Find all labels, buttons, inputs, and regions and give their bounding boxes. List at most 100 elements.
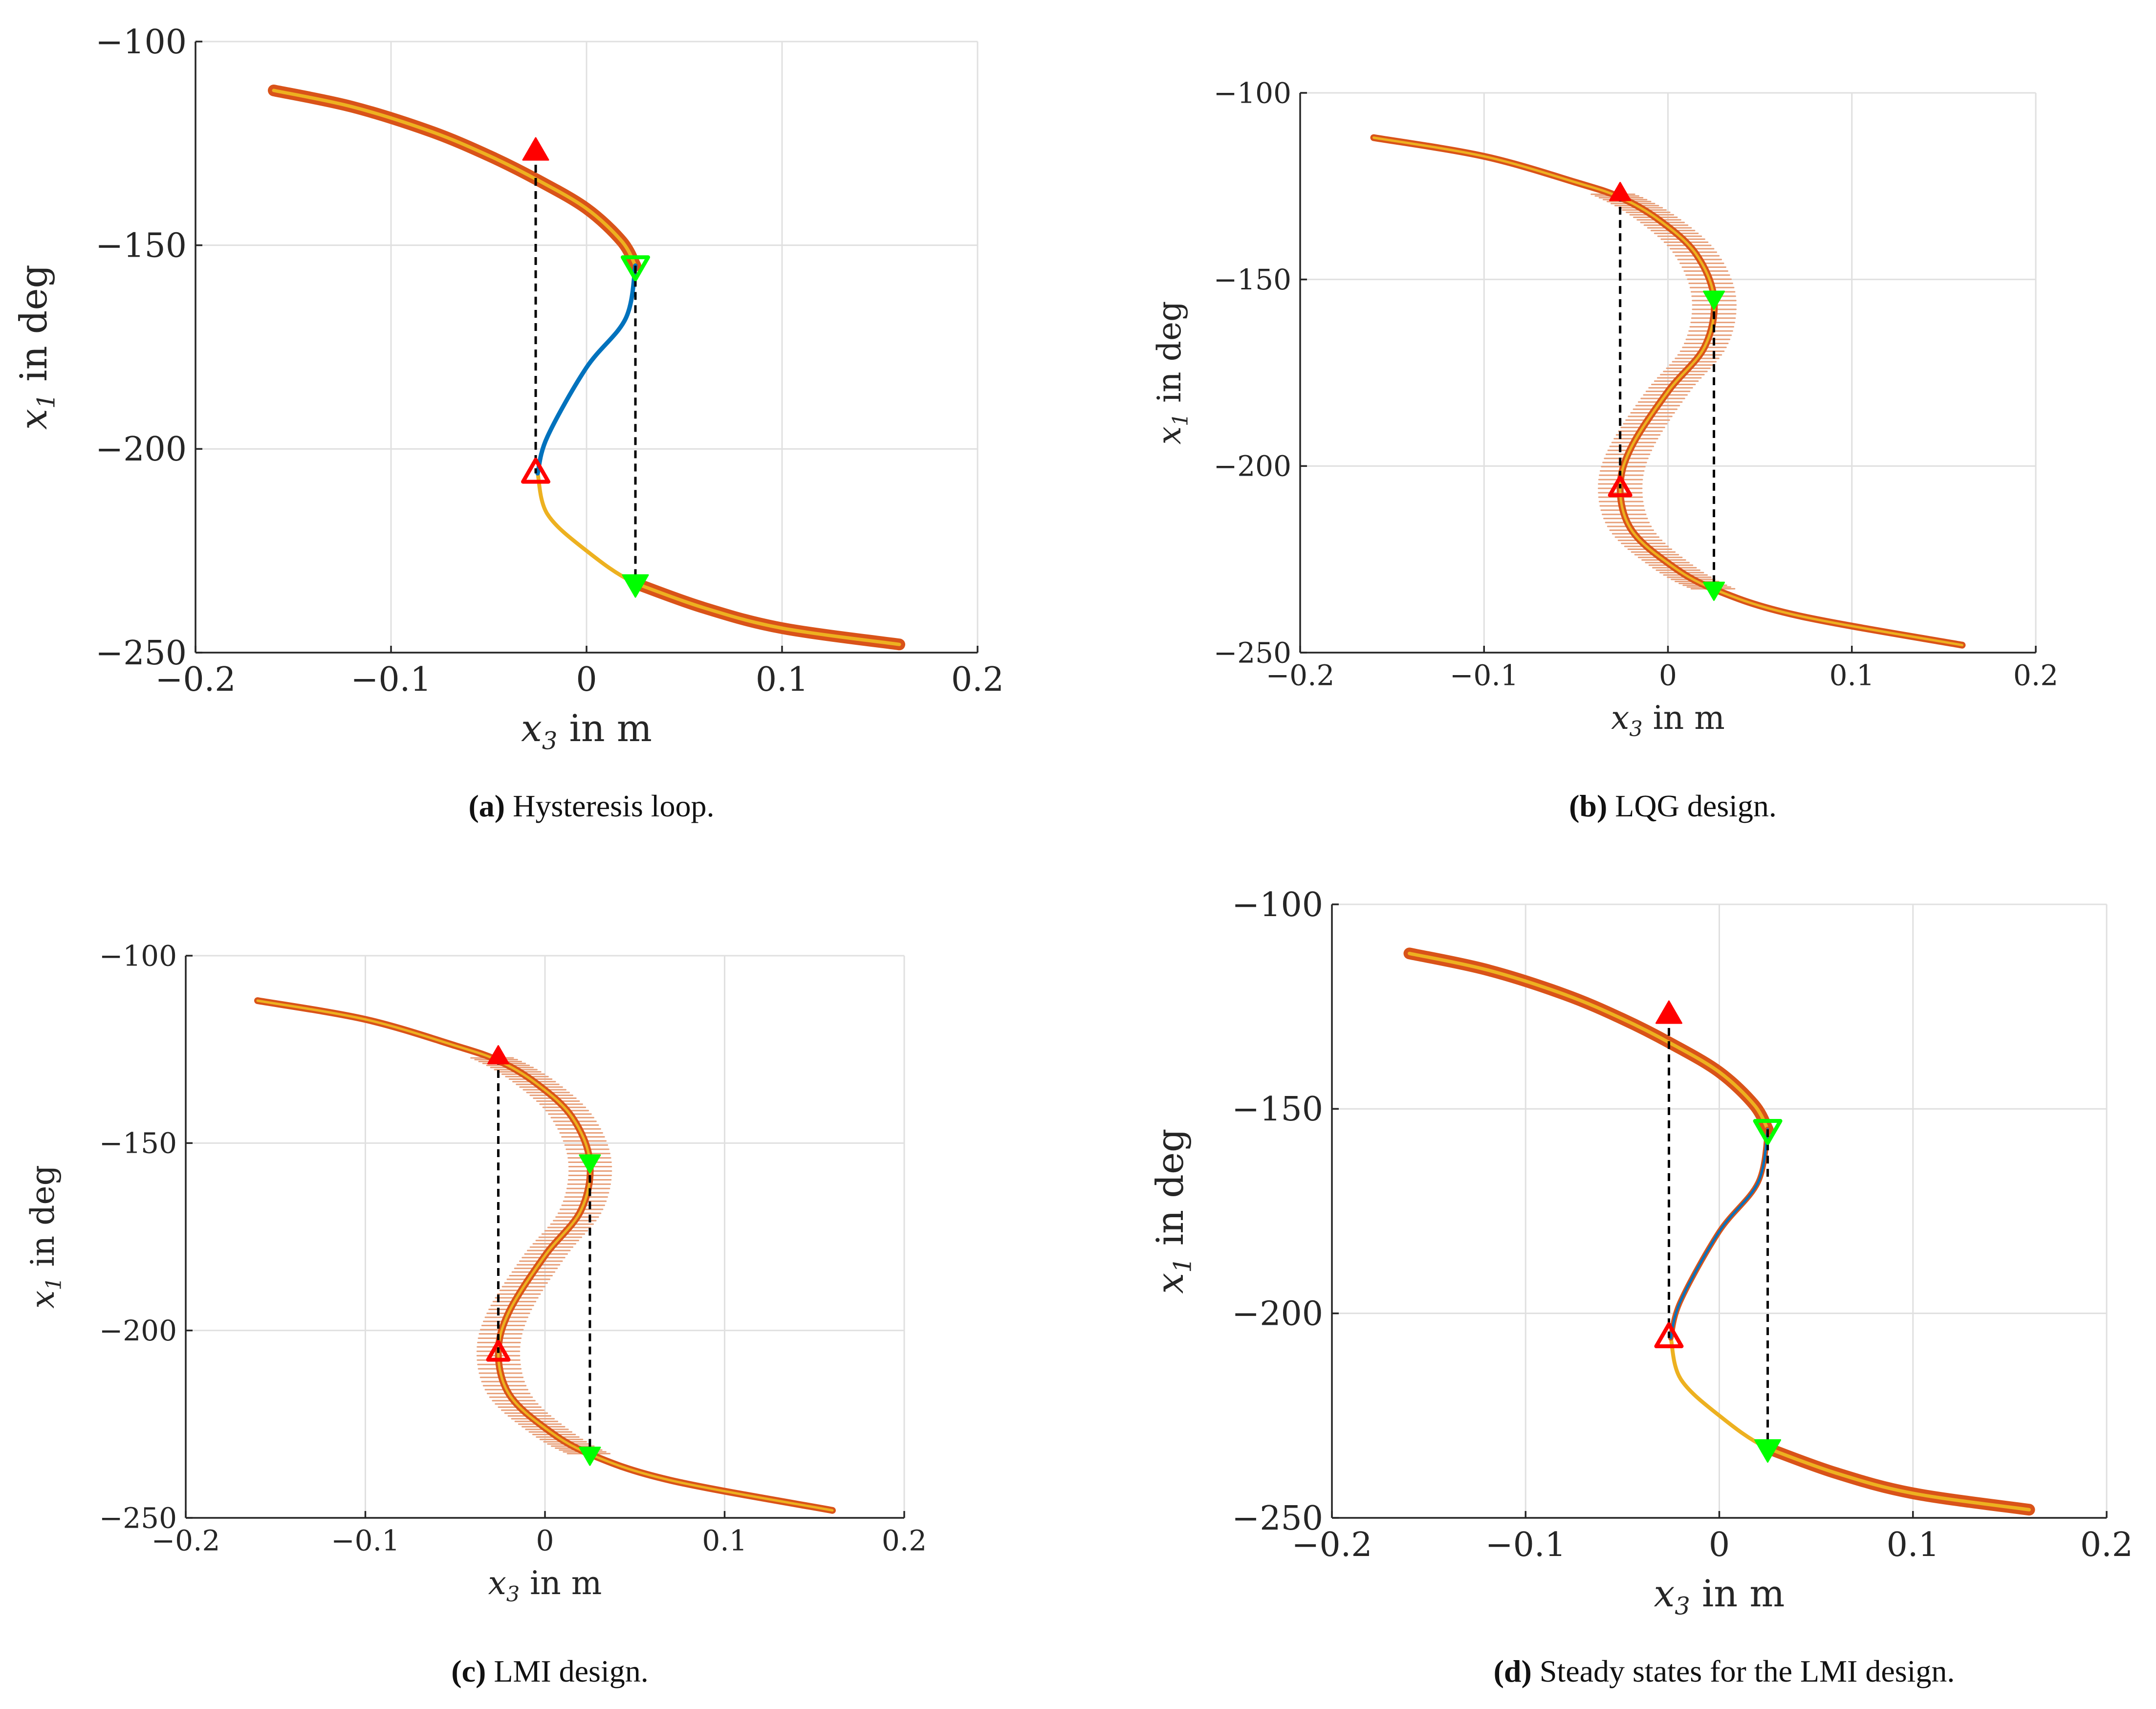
marker-green-down (579, 1154, 601, 1174)
x-axis-label: x3 in m (488, 1564, 602, 1607)
caption-label: (b) (1569, 789, 1607, 823)
x-tick-label: −0.2 (152, 1524, 220, 1557)
x-tick-label: −0.2 (1266, 659, 1335, 692)
y-axis-label-var: x (1148, 1273, 1192, 1294)
y-axis-label-sub: 1 (32, 394, 61, 409)
x-tick-label: 0.1 (756, 660, 808, 699)
x-axis-label-unit: in m (1690, 1572, 1785, 1615)
x-tick-label: 0 (536, 1524, 554, 1557)
y-tick-label: −200 (99, 1314, 177, 1347)
caption-text: Steady states for the LMI design. (1532, 1654, 1955, 1688)
caption-text: Hysteresis loop. (505, 789, 714, 823)
grid-lines (195, 41, 979, 654)
x-tick-label: −0.1 (1450, 659, 1519, 692)
y-axis-label: x1 in deg (24, 1165, 66, 1309)
y-tick-label: −100 (99, 939, 177, 972)
y-axis-label-unit: in deg (12, 264, 55, 394)
x-axis-label-sub: 3 (542, 727, 557, 755)
y-axis-label-sub: 1 (1169, 413, 1193, 426)
marker-green-down (622, 574, 649, 598)
series-group (254, 997, 836, 1514)
x-tick-label: −0.1 (331, 1524, 400, 1557)
y-tick-label: −150 (1214, 263, 1291, 296)
y-axis-label-unit: in deg (24, 1165, 62, 1277)
y-axis-label-unit: in deg (1148, 1128, 1192, 1257)
marker-red-up (1608, 475, 1633, 497)
y-axis-label-var: x (24, 1291, 62, 1309)
marker-green-down (1703, 581, 1725, 601)
x-tick-label: 0.1 (1887, 1526, 1939, 1564)
marker-green-down (1754, 1439, 1782, 1463)
y-tick-label: −250 (95, 634, 187, 673)
y-tick-label: −100 (1232, 886, 1323, 924)
y-tick-label: −150 (95, 226, 187, 265)
lower-branch-center (1766, 1446, 2031, 1512)
grid-lines (1299, 92, 2037, 654)
upper-branch-center (272, 88, 637, 267)
upper-branch-center (1408, 951, 1770, 1131)
x-axis-label-sub: 3 (1629, 717, 1642, 741)
x-tick-label: 0.1 (1829, 659, 1874, 692)
marker-green-down (1703, 290, 1725, 310)
y-tick-label: −250 (1214, 636, 1291, 669)
x-axis-label: x3 in m (1611, 699, 1725, 742)
caption: (d) Steady states for the LMI design. (1494, 1654, 1955, 1688)
y-tick-label: −250 (99, 1501, 177, 1534)
unstable-branch-line (1669, 1128, 1769, 1339)
unstable-branch-line (535, 263, 638, 476)
upper-branch-line (268, 85, 641, 272)
x-axis-label-var: x (521, 706, 542, 750)
y-axis-label-sub: 1 (1169, 1257, 1197, 1272)
x-axis-label-var: x (488, 1564, 506, 1602)
x-axis-label-var: x (1654, 1572, 1675, 1615)
y-tick-label: −200 (1214, 450, 1291, 483)
x-axis-label: x3 in m (521, 706, 652, 755)
lower-branch-line (1762, 1442, 2035, 1516)
caption-label: (c) (451, 1654, 486, 1688)
upper-branch-line (1403, 947, 1774, 1136)
x-tick-label: 0.2 (882, 1524, 927, 1557)
y-tick-label: −150 (1232, 1090, 1323, 1129)
x-tick-label: 0 (1709, 1526, 1730, 1564)
x-tick-label: −0.1 (350, 660, 431, 699)
caption: (b) LQG design. (1569, 789, 1777, 823)
x-axis-label-unit: in m (520, 1564, 602, 1602)
y-axis-label: x1 in deg (1151, 301, 1193, 445)
y-axis-label: x1 in deg (12, 264, 61, 430)
x-tick-label: 0.2 (951, 660, 1004, 699)
x-tick-label: 0.2 (2013, 659, 2058, 692)
caption: (c) LMI design. (451, 1654, 648, 1688)
x-axis-label-unit: in m (557, 706, 652, 750)
y-axis-label-sub: 1 (42, 1277, 66, 1290)
x-tick-label: −0.1 (1485, 1526, 1566, 1564)
marker-red-up (1654, 1322, 1684, 1348)
marker-green-down (579, 1446, 601, 1466)
y-axis-label-unit: in deg (1151, 301, 1188, 413)
marker-red-up (521, 458, 550, 484)
y-tick-label: −200 (95, 430, 187, 469)
lower-branch-thin (536, 471, 901, 647)
marker-red-up (487, 1045, 509, 1065)
marker-red-up (486, 1340, 511, 1362)
caption-label: (a) (468, 789, 505, 823)
series-group (1403, 947, 2035, 1516)
marker-red-up (522, 137, 549, 161)
x-axis-label-sub: 3 (1675, 1592, 1690, 1621)
x-tick-label: 0 (1659, 659, 1677, 692)
lower-branch-center (633, 581, 901, 646)
y-tick-label: −250 (1232, 1499, 1323, 1538)
caption: (a) Hysteresis loop. (468, 789, 714, 823)
y-axis-label-var: x (1151, 426, 1188, 444)
caption-text: LMI design. (486, 1654, 648, 1688)
series-group (268, 85, 905, 651)
y-axis-label-var: x (12, 409, 55, 430)
y-axis-label: x1 in deg (1148, 1128, 1197, 1293)
y-tick-label: −150 (99, 1127, 177, 1160)
lower-branch-thin (1669, 1336, 2031, 1512)
x-tick-label: 0 (576, 660, 597, 699)
